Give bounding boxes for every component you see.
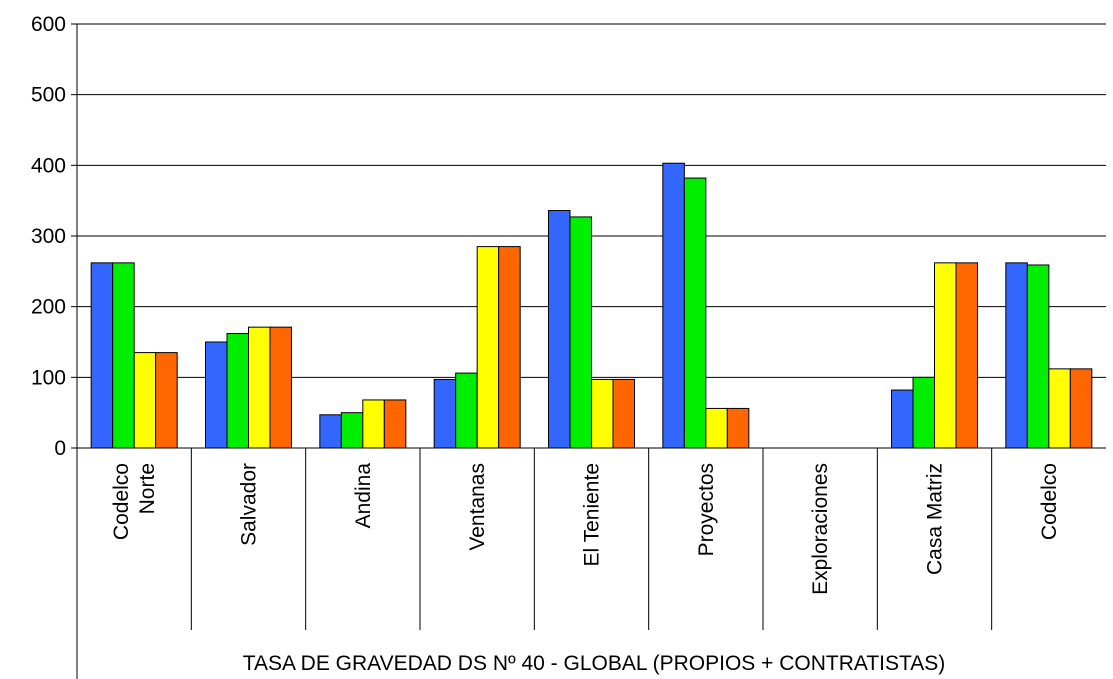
bar (226, 333, 249, 449)
bar (476, 246, 500, 449)
bar (569, 216, 592, 449)
category-label: Ventanas (466, 463, 489, 551)
bar (248, 326, 271, 449)
bar (1026, 264, 1050, 449)
category-labels: Codelco Norte Salvador Andina Ventanas El Ten… (110, 463, 1061, 595)
bar (1069, 368, 1093, 449)
bar (383, 399, 407, 449)
y-tick-label: 500 (31, 84, 66, 107)
bar (1048, 368, 1071, 449)
bar (683, 177, 707, 449)
bar (112, 262, 135, 449)
x-axis-title: TASA DE GRAVEDAD DS Nº 40 - GLOBAL (PROP… (243, 652, 946, 675)
bar (155, 352, 178, 449)
axes (71, 23, 1106, 679)
bar (133, 352, 157, 449)
category-label: Casa Matriz (924, 463, 947, 575)
bar (955, 262, 978, 449)
bar (891, 389, 914, 449)
category-label: Salvador (238, 463, 261, 546)
category-label: Andina (352, 463, 375, 529)
bar (934, 262, 957, 449)
category-label: Norte (136, 463, 159, 514)
bar (319, 414, 342, 449)
bar (340, 412, 364, 449)
y-tick-label: 100 (31, 366, 66, 389)
bar (205, 341, 228, 449)
bar (455, 372, 478, 449)
y-axis-ticks: 0 100 200 300 400 500 600 (31, 13, 66, 460)
bar (612, 378, 635, 449)
bar (362, 399, 385, 449)
bar (726, 407, 750, 449)
bar (591, 378, 614, 449)
bars (90, 162, 1093, 449)
bar (705, 407, 728, 449)
bar (1005, 262, 1028, 449)
bar (90, 262, 114, 449)
y-tick-label: 400 (31, 154, 66, 177)
bar (662, 162, 685, 449)
y-tick-label: 0 (54, 437, 66, 460)
category-label: Proyectos (695, 463, 718, 556)
category-label: Codelco (1038, 463, 1061, 540)
category-label: Codelco (110, 463, 133, 540)
y-tick-label: 300 (31, 225, 66, 248)
category-label: Exploraciones (809, 463, 832, 595)
y-tick-label: 600 (31, 13, 66, 36)
bar (548, 210, 571, 449)
y-tick-label: 200 (31, 296, 66, 319)
category-label: El Teniente (581, 463, 604, 567)
bar (433, 378, 457, 449)
bar (912, 376, 935, 449)
bar (498, 246, 521, 449)
bar (269, 326, 292, 449)
